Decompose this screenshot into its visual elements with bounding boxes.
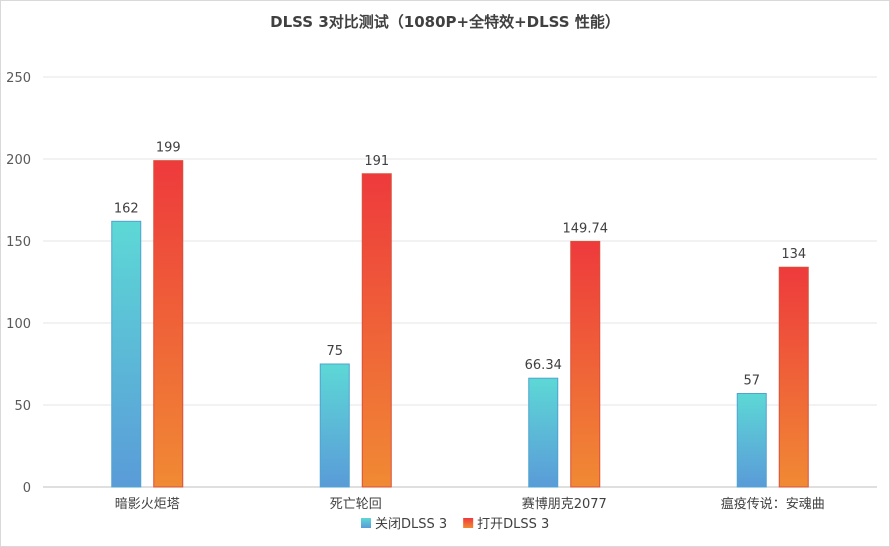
data-label: 162: [114, 201, 139, 216]
x-category-label: 死亡轮回: [330, 497, 382, 512]
y-tick-label: 200: [6, 153, 31, 168]
y-tick-label: 150: [6, 235, 31, 250]
bar-dlss-off: [319, 363, 350, 488]
bar-dlss-off: [528, 377, 559, 488]
data-label: 149.74: [563, 221, 609, 236]
y-axis-ticks: 0 50 100 150 200 250: [6, 71, 31, 496]
bars: 162 199 75 191 66.34 149.74 57 134: [111, 141, 809, 488]
data-label: 75: [326, 344, 343, 359]
y-tick-label: 100: [6, 317, 31, 332]
x-category-label: 赛博朋克2077: [522, 496, 607, 512]
y-tick-label: 0: [23, 481, 31, 496]
legend-swatch: [463, 518, 474, 528]
bar-dlss-on: [570, 240, 601, 488]
data-label: 66.34: [525, 358, 562, 373]
bar-dlss-on: [153, 160, 184, 488]
y-tick-label: 50: [14, 399, 31, 414]
legend-label: 打开DLSS 3: [477, 517, 549, 532]
chart-title: DLSS 3对比测试（1080P+全特效+DLSS 性能）: [270, 13, 620, 31]
bar-dlss-off: [111, 220, 142, 488]
legend: 关闭DLSS 3 打开DLSS 3: [361, 517, 549, 532]
bar-dlss-on: [361, 173, 392, 488]
legend-swatch: [361, 518, 371, 528]
y-tick-label: 250: [6, 71, 31, 86]
bar-dlss-off: [736, 393, 767, 488]
x-axis-categories: 暗影火炬塔 死亡轮回 赛博朋克2077 瘟疫传说：安魂曲: [115, 496, 825, 512]
bar-dlss-on: [778, 266, 809, 488]
x-category-label: 瘟疫传说：安魂曲: [721, 496, 825, 512]
x-category-label: 暗影火炬塔: [115, 497, 180, 512]
data-label: 191: [364, 154, 389, 169]
data-label: 57: [743, 374, 760, 389]
legend-label: 关闭DLSS 3: [375, 517, 447, 532]
data-label: 134: [781, 247, 806, 262]
data-label: 199: [156, 141, 181, 156]
